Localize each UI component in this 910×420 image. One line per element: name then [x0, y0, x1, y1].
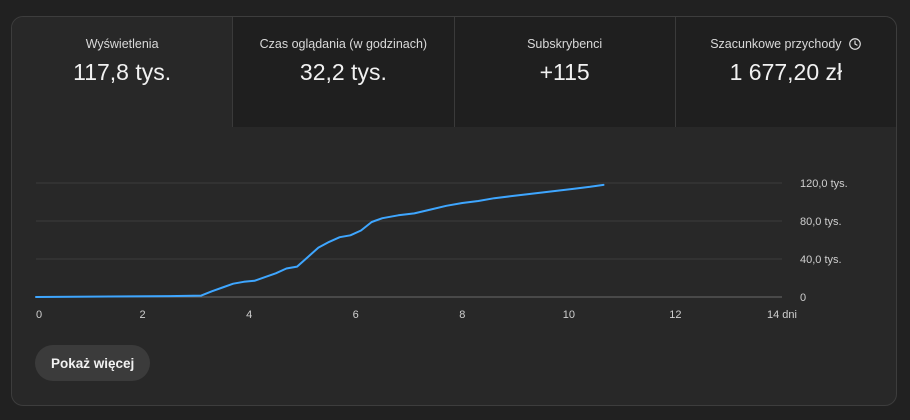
metric-views[interactable]: Wyświetlenia 117,8 tys. [12, 17, 234, 127]
views-series-line[interactable] [35, 183, 605, 298]
x-tick-label: 6 [353, 309, 359, 321]
chart-svg: 0 40,0 tys. 80,0 tys. 120,0 tys. 0 2 4 6 8 10 12 14… [35, 178, 848, 321]
clock-icon[interactable] [848, 37, 862, 51]
y-tick-label: 40,0 tys. [800, 254, 842, 266]
metric-revenue-value: 1 677,20 zł [729, 59, 843, 85]
metric-watch-time-label: Czas oglądania (w godzinach) [259, 37, 428, 51]
metric-subscribers-value: +115 [539, 59, 590, 85]
x-tick-label: 10 [563, 309, 575, 321]
metrics-row: Wyświetlenia 117,8 tys. Czas oglądania (… [12, 17, 896, 127]
metric-revenue[interactable]: Szacunkowe przychody 1 677,20 zł [675, 17, 896, 127]
x-tick-label: 4 [246, 309, 252, 321]
x-tick-label: 2 [140, 309, 146, 321]
metric-watch-time[interactable]: Czas oglądania (w godzinach) 32,2 tys. [233, 17, 455, 127]
x-tick-label: 12 [669, 309, 681, 321]
metric-watch-time-value: 32,2 tys. [299, 59, 387, 85]
x-tick-label: 8 [459, 309, 465, 321]
views-line-chart: 0 40,0 tys. 80,0 tys. 120,0 tys. 0 2 4 6 8 10 12 14… [12, 127, 896, 337]
metric-revenue-label: Szacunkowe przychody [710, 37, 842, 51]
metric-views-value: 117,8 tys. [73, 59, 172, 85]
analytics-card: Wyświetlenia 117,8 tys. Czas oglądania (… [11, 16, 897, 406]
y-tick-label: 80,0 tys. [800, 216, 842, 228]
metric-subscribers-label: Subskrybenci [527, 37, 603, 51]
metric-subscribers[interactable]: Subskrybenci +115 [454, 17, 676, 127]
x-tick-label: 0 [36, 309, 42, 321]
show-more-button[interactable]: Pokaż więcej [35, 345, 151, 381]
metric-views-label: Wyświetlenia [85, 37, 159, 51]
y-tick-label: 0 [800, 292, 806, 304]
y-tick-label: 120,0 tys. [800, 178, 848, 190]
x-tick-label: 14 dni [767, 309, 797, 321]
